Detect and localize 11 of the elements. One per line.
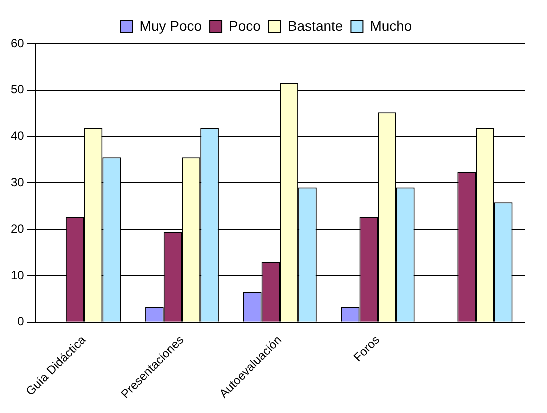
y-tick-label: 0	[18, 314, 25, 329]
y-tick-label: 50	[10, 82, 25, 97]
legend-label: Poco	[229, 18, 262, 34]
legend-label: Muy Poco	[140, 18, 202, 34]
y-tick-label: 20	[10, 222, 25, 236]
legend-label: Mucho	[370, 18, 412, 34]
y-tick-label: 60	[10, 36, 25, 50]
y-tick-label: 10	[10, 268, 25, 282]
y-tick-label: 30	[10, 175, 25, 190]
legend-label: Bastante	[288, 18, 344, 34]
y-tick-label: 40	[10, 129, 25, 144]
